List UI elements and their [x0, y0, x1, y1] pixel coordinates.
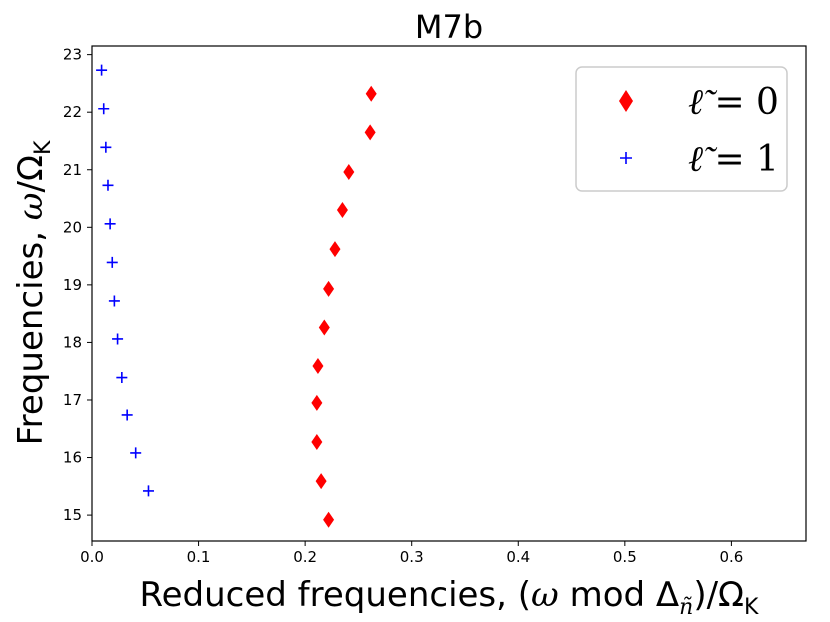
- point-l0: [311, 394, 323, 411]
- x-axis-label-mod: mod: [559, 575, 656, 615]
- point-l0: [343, 164, 355, 181]
- point-l1: [100, 141, 112, 153]
- legend-label-l1-rest: = 1: [703, 139, 779, 180]
- y-tick-label: 22: [63, 103, 82, 121]
- x-axis-label-pre: Reduced frequencies, (: [140, 575, 532, 615]
- y-tick-label: 17: [63, 391, 82, 409]
- x-axis-label-delta: Δ: [656, 575, 679, 615]
- y-axis-label-mid: /Ω: [11, 155, 51, 192]
- y-axis-label: Frequencies, ω/ΩK: [11, 140, 56, 445]
- x-axis-label: Reduced frequencies, (ω mod Δñ)/ΩK: [140, 575, 760, 620]
- y-tick-label: 15: [63, 506, 82, 524]
- point-l1: [112, 333, 124, 345]
- x-axis-ticks: 0.0 0.1 0.2 0.3 0.4 0.5 0.6: [80, 541, 743, 566]
- x-tick-label: 0.1: [187, 548, 211, 566]
- x-axis-label-post-sub: K: [744, 595, 759, 620]
- x-axis-label-post: )/Ω: [693, 575, 744, 615]
- point-l1: [108, 295, 120, 307]
- x-tick-label: 0.6: [719, 548, 743, 566]
- chart-title: M7b: [415, 8, 483, 46]
- x-axis-label-omega: ω: [531, 575, 559, 615]
- point-l0: [311, 434, 323, 450]
- data-points: [96, 64, 377, 528]
- point-l0: [323, 280, 335, 297]
- y-tick-label: 23: [63, 46, 82, 64]
- point-l1: [106, 256, 118, 268]
- y-tick-label: 16: [63, 449, 82, 467]
- x-tick-label: 0.2: [293, 548, 317, 566]
- point-l0: [323, 511, 335, 528]
- x-axis-label-delta-sub: ñ: [679, 595, 693, 620]
- legend-marker-l1: [620, 152, 632, 164]
- y-axis-label-omega: ω: [11, 192, 51, 220]
- point-l1: [121, 409, 133, 421]
- point-l1: [104, 218, 116, 230]
- x-tick-label: 0.0: [80, 548, 104, 566]
- point-l1: [142, 485, 154, 497]
- y-tick-label: 19: [63, 276, 82, 294]
- point-l1: [96, 64, 108, 76]
- y-tick-label: 20: [63, 218, 82, 236]
- legend-label-l0: ℓ̃ = 0: [688, 82, 779, 123]
- point-l0: [365, 85, 377, 102]
- y-axis-label-pre: Frequencies,: [11, 220, 51, 445]
- point-l1: [102, 179, 114, 191]
- point-l0: [315, 473, 327, 490]
- y-axis-label-sub: K: [31, 140, 56, 155]
- point-l1: [116, 372, 128, 384]
- point-l0: [318, 319, 330, 336]
- point-l0: [364, 124, 376, 141]
- legend-label-l1: ℓ̃ = 1: [688, 139, 779, 180]
- point-l1: [130, 447, 142, 459]
- point-l1: [98, 103, 110, 115]
- y-tick-label: 21: [63, 161, 82, 179]
- x-tick-label: 0.4: [506, 548, 530, 566]
- x-tick-label: 0.3: [400, 548, 424, 566]
- y-tick-label: 18: [63, 333, 82, 351]
- legend: ℓ̃ = 0 ℓ̃ = 1: [575, 66, 788, 192]
- x-tick-label: 0.5: [613, 548, 637, 566]
- point-l0: [336, 202, 348, 219]
- point-l0: [329, 241, 341, 258]
- legend-marker-l0: [619, 90, 633, 112]
- y-axis-ticks: 15 16 17 18 19 20 21 22 23: [63, 46, 92, 524]
- legend-label-l0-rest: = 0: [703, 82, 779, 123]
- point-l0: [312, 358, 324, 375]
